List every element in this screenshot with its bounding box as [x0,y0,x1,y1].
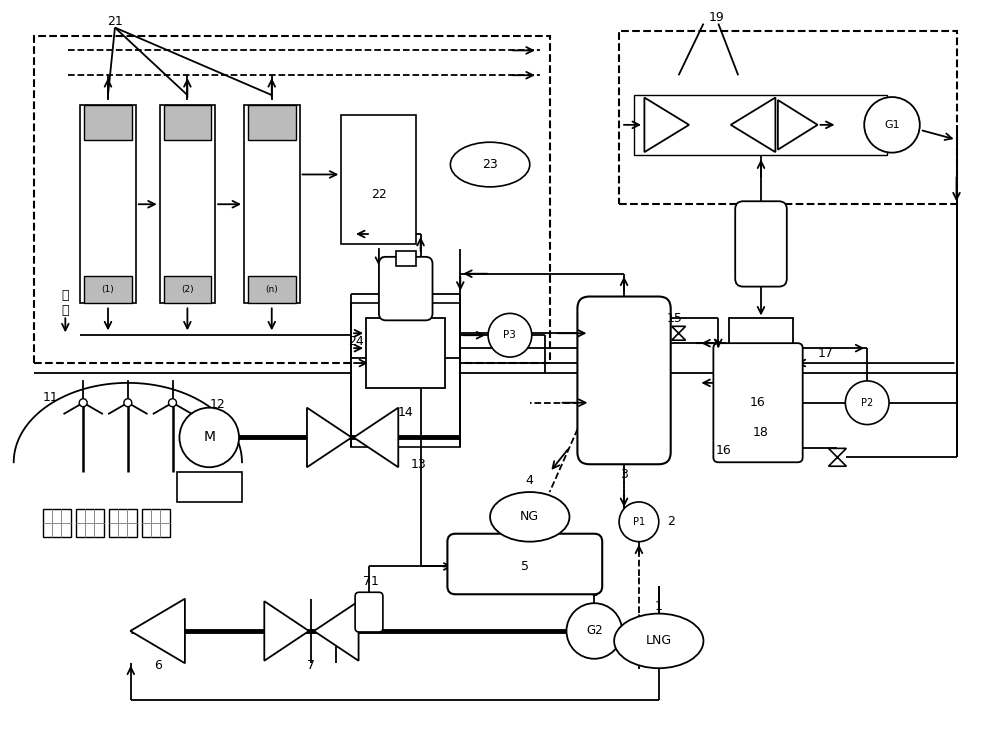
Text: 19: 19 [708,11,724,24]
FancyBboxPatch shape [355,592,383,632]
Ellipse shape [490,492,569,542]
Bar [43,509,71,537]
Text: 21: 21 [107,15,123,28]
Text: 15: 15 [667,312,683,325]
Text: 2: 2 [667,515,675,528]
Text: P3: P3 [503,331,516,340]
Text: 4: 4 [526,474,534,487]
Bar [729,318,793,408]
FancyBboxPatch shape [577,297,671,464]
Circle shape [566,603,622,659]
Text: 12: 12 [209,398,225,411]
Bar [619,31,957,205]
Text: 14: 14 [398,406,414,419]
Bar [248,276,296,303]
Polygon shape [130,599,185,663]
Text: NG: NG [520,510,539,523]
Ellipse shape [614,614,703,668]
Circle shape [488,314,532,357]
Bar [341,115,416,244]
Text: 11: 11 [43,391,58,405]
Text: 6: 6 [154,659,162,672]
Circle shape [864,97,920,152]
Text: 24: 24 [348,335,364,347]
Bar [164,276,211,303]
Text: G1: G1 [884,120,900,130]
Bar [34,35,550,363]
Text: 8: 8 [590,586,598,599]
FancyBboxPatch shape [379,257,433,320]
Bar [351,303,460,447]
Bar [366,318,445,388]
Polygon shape [778,100,818,150]
Polygon shape [644,97,689,152]
Text: LNG: LNG [646,634,672,647]
Bar [244,105,300,303]
Text: 17: 17 [818,347,833,360]
Text: 22: 22 [371,188,387,201]
Circle shape [179,408,239,467]
Circle shape [619,502,659,542]
Bar [142,509,170,537]
Bar [634,95,887,155]
Text: 23: 23 [482,158,498,171]
FancyBboxPatch shape [447,534,602,594]
Text: G2: G2 [586,625,603,638]
Text: 18: 18 [753,426,769,439]
Bar [177,472,242,502]
Text: 5: 5 [521,560,529,573]
Polygon shape [828,449,846,466]
Text: M: M [203,430,215,444]
Bar [84,105,132,140]
Bar [84,276,132,303]
Polygon shape [307,408,352,467]
Bar [80,105,136,303]
Text: (n): (n) [265,285,278,294]
Bar [164,105,211,140]
Polygon shape [314,601,359,660]
Text: 空
气: 空 气 [62,290,69,317]
Text: 16: 16 [750,397,766,409]
Text: P2: P2 [861,398,873,408]
Polygon shape [354,408,398,467]
Ellipse shape [450,142,530,187]
Text: P1: P1 [633,517,645,527]
Text: (1): (1) [102,285,114,294]
Circle shape [79,399,87,407]
Polygon shape [731,97,775,152]
Bar [248,105,296,140]
Bar [160,105,215,303]
Text: 7: 7 [307,659,315,672]
FancyBboxPatch shape [735,202,787,287]
Text: 71: 71 [363,575,379,588]
Circle shape [845,381,889,424]
Text: (2): (2) [181,285,194,294]
Bar [76,509,104,537]
Bar [396,251,416,266]
Text: 13: 13 [411,457,426,471]
Text: 18: 18 [753,426,769,439]
Bar [109,509,137,537]
Polygon shape [264,601,309,660]
Polygon shape [672,326,686,340]
Text: 1: 1 [655,600,663,613]
Text: 3: 3 [620,468,628,481]
Text: 16: 16 [715,444,731,457]
Circle shape [124,399,132,407]
Circle shape [169,399,176,407]
FancyBboxPatch shape [713,343,803,463]
